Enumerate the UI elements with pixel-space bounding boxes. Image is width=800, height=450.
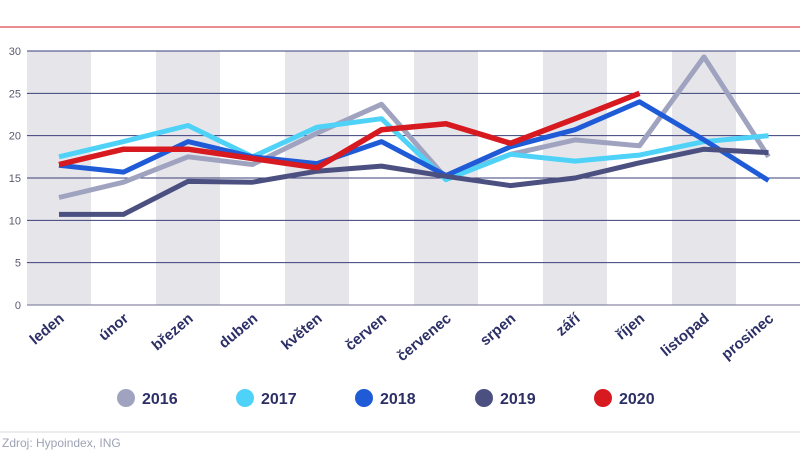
x-tick-label: leden — [27, 310, 68, 348]
y-axis-ticks: 0 5 10 15 20 25 30 — [9, 46, 21, 312]
x-tick-label: říjen — [613, 310, 648, 343]
series-line-2020 — [58, 90, 641, 171]
series-line-2019 — [59, 146, 769, 217]
x-tick-label: duben — [216, 310, 261, 352]
series-line-2016 — [58, 54, 771, 200]
x-tick-label: září — [553, 310, 584, 340]
y-tick-label: 5 — [15, 258, 21, 270]
y-tick-label: 25 — [9, 88, 21, 100]
x-tick-label: červen — [342, 310, 390, 354]
legend-marker-2019 — [475, 389, 493, 407]
source-note: Zdroj: Hypoindex, ING — [2, 436, 121, 450]
legend-label-2016: 2016 — [142, 391, 178, 408]
x-tick-label: červenec — [394, 310, 455, 365]
legend-marker-2018 — [355, 389, 373, 407]
x-axis-ticks: leden únor březen duben květen červen červenec… — [27, 310, 777, 365]
x-tick-label: květen — [278, 310, 325, 354]
legend-label-2017: 2017 — [261, 391, 297, 408]
legend-marker-2016 — [117, 389, 135, 407]
legend-label-2018: 2018 — [380, 391, 416, 408]
y-tick-label: 30 — [9, 46, 21, 58]
series-lines — [58, 54, 771, 217]
x-tick-label: listopad — [658, 310, 713, 360]
x-tick-label: březen — [149, 310, 197, 354]
legend-label-2019: 2019 — [500, 391, 536, 408]
y-tick-label: 15 — [9, 173, 21, 185]
y-tick-label: 20 — [9, 131, 21, 143]
legend-label-2020: 2020 — [619, 391, 655, 408]
legend-marker-2017 — [236, 389, 254, 407]
x-tick-label: prosinec — [718, 310, 777, 363]
series-line-2017 — [58, 116, 769, 183]
x-tick-label: srpen — [477, 310, 519, 349]
legend: 2016 2017 2018 2019 2020 — [117, 389, 655, 408]
y-tick-label: 10 — [9, 215, 21, 227]
y-tick-label: 0 — [15, 300, 21, 312]
legend-marker-2020 — [594, 389, 612, 407]
x-tick-label: únor — [96, 310, 133, 345]
